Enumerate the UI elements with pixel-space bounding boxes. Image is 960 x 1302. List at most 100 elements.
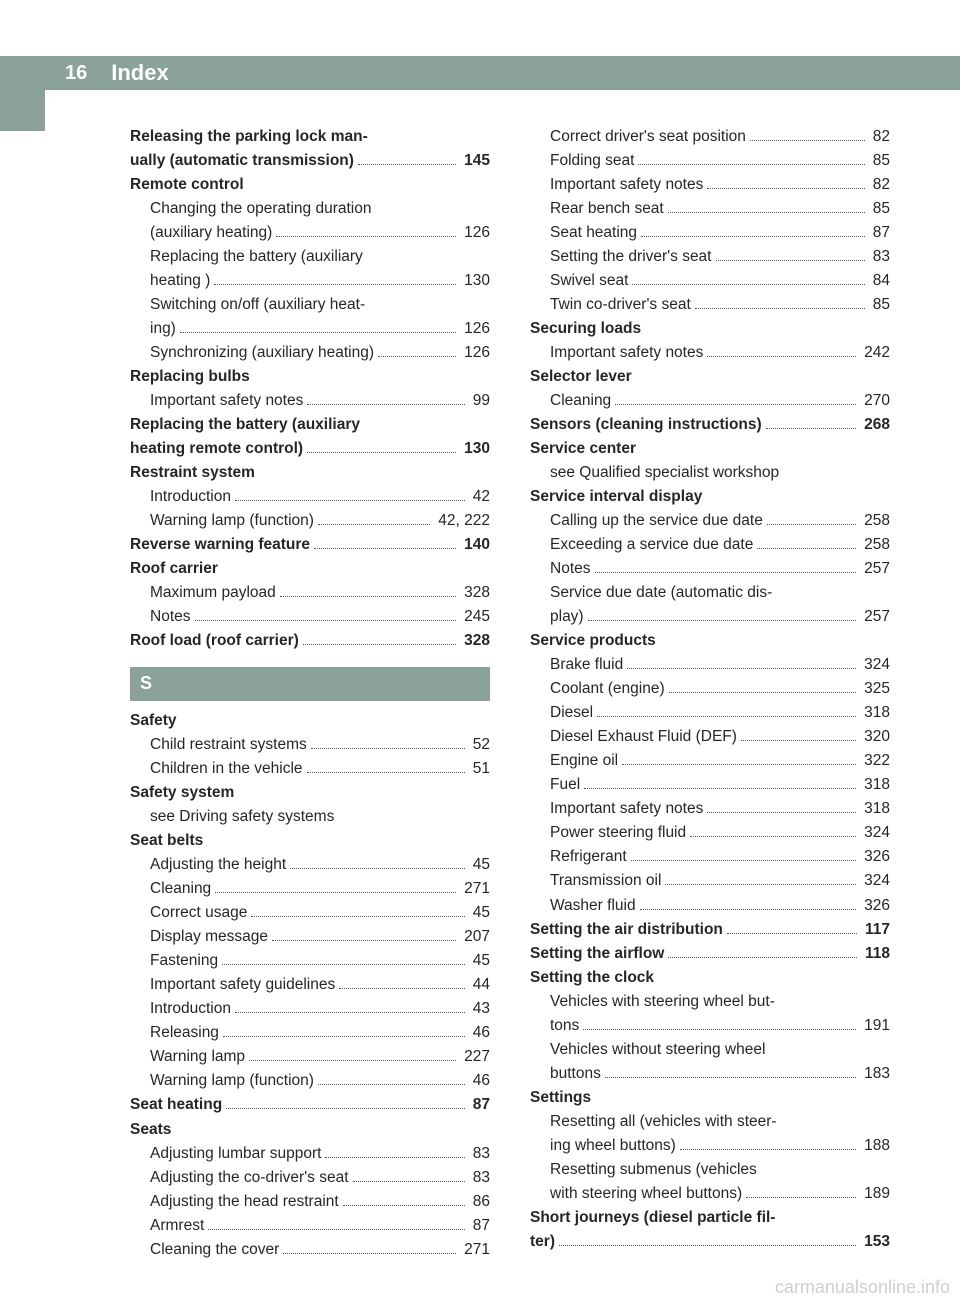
dot-leader [272, 927, 456, 941]
index-entry-page: 130 [460, 269, 490, 293]
index-entry: Armrest 87 [130, 1214, 490, 1238]
index-heading: Replacing bulbs [130, 365, 490, 389]
dot-leader [716, 247, 865, 261]
index-entry-page: 51 [469, 757, 490, 781]
dot-leader [314, 535, 456, 549]
index-entry-page: 82 [869, 125, 890, 149]
index-entry-label: Power steering fluid [550, 821, 686, 845]
dot-leader [307, 759, 465, 773]
index-entry-label: Correct driver's seat position [550, 125, 746, 149]
index-entry: Sensors (cleaning instructions) 268 [530, 413, 890, 437]
index-entry-page: 82 [869, 173, 890, 197]
index-entry-label: Important safety notes [550, 341, 703, 365]
dot-leader [195, 607, 457, 621]
index-entry-page: 324 [860, 869, 890, 893]
index-entry-page: 257 [860, 605, 890, 629]
index-entry: Diesel 318 [530, 701, 890, 725]
dot-leader [318, 511, 430, 525]
dot-leader [251, 903, 464, 917]
index-entry-label: Adjusting the height [150, 853, 286, 877]
index-entry-page: 45 [469, 949, 490, 973]
index-entry-label: Adjusting the co-driver's seat [150, 1166, 349, 1190]
index-line: Replacing the battery (auxiliary [130, 413, 490, 437]
index-entry-page: 324 [860, 821, 890, 845]
index-entry-page: 86 [469, 1190, 490, 1214]
index-entry-label: Transmission oil [550, 869, 661, 893]
index-entry-page: 118 [861, 942, 890, 966]
index-entry-label: Setting the driver's seat [550, 245, 712, 269]
dot-leader [226, 1096, 465, 1110]
index-entry: heating remote control) 130 [130, 437, 490, 461]
index-line: Changing the operating duration [130, 197, 490, 221]
index-entry: Correct usage 45 [130, 901, 490, 925]
index-entry: Brake fluid 324 [530, 653, 890, 677]
index-entry-label: Warning lamp [150, 1045, 245, 1069]
dot-leader [641, 223, 865, 237]
index-entry-page: 318 [860, 773, 890, 797]
index-entry-page: 245 [460, 605, 490, 629]
index-entry-page: 325 [860, 677, 890, 701]
dot-leader [283, 1240, 456, 1254]
index-entry-label: Introduction [150, 997, 231, 1021]
index-heading: Selector lever [530, 365, 890, 389]
index-entry: Fuel 318 [530, 773, 890, 797]
index-entry-label: buttons [550, 1062, 601, 1086]
index-entry-page: 207 [460, 925, 490, 949]
dot-leader [695, 295, 865, 309]
index-heading: Seats [130, 1118, 490, 1142]
index-entry-label: Diesel Exhaust Fluid (DEF) [550, 725, 737, 749]
index-line: Short journeys (diesel particle fil- [530, 1206, 890, 1230]
dot-leader [669, 679, 857, 693]
dot-leader [588, 607, 857, 621]
index-entry-page: 270 [860, 389, 890, 413]
index-entry-label: Releasing [150, 1021, 219, 1045]
index-entry: Introduction 43 [130, 997, 490, 1021]
index-entry-page: 87 [469, 1093, 490, 1117]
dot-leader [767, 511, 856, 525]
index-heading: Setting the clock [530, 966, 890, 990]
index-entry-page: 52 [469, 733, 490, 757]
side-tab [0, 56, 45, 131]
index-entry-page: 326 [860, 894, 890, 918]
index-entry-label: Children in the vehicle [150, 757, 303, 781]
dot-leader [307, 391, 464, 405]
index-entry: ing wheel buttons) 188 [530, 1134, 890, 1158]
index-entry: Maximum payload 328 [130, 581, 490, 605]
dot-leader [208, 1216, 465, 1230]
index-entry: with steering wheel buttons) 189 [530, 1182, 890, 1206]
index-entry: Display message 207 [130, 925, 490, 949]
dot-leader [280, 583, 456, 597]
index-entry-page: 46 [469, 1069, 490, 1093]
index-entry-page: 85 [869, 197, 890, 221]
index-entry-page: 328 [460, 581, 490, 605]
index-entry-page: 84 [869, 269, 890, 293]
index-entry-page: 42, 222 [434, 509, 490, 533]
dot-leader [638, 151, 864, 165]
index-entry-label: Swivel seat [550, 269, 628, 293]
dot-leader [680, 1136, 856, 1150]
index-entry-label: Diesel [550, 701, 593, 725]
index-line: Resetting submenus (vehicles [530, 1158, 890, 1182]
index-entry-page: 117 [861, 918, 890, 942]
index-entry: Calling up the service due date 258 [530, 509, 890, 533]
index-entry-label: Fuel [550, 773, 580, 797]
dot-leader [605, 1064, 856, 1078]
index-entry: Reverse warning feature 140 [130, 533, 490, 557]
dot-leader [358, 151, 456, 165]
index-entry-label: Engine oil [550, 749, 618, 773]
index-entry: ter) 153 [530, 1230, 890, 1254]
index-entry-page: 99 [469, 389, 490, 413]
dot-leader [180, 319, 456, 333]
index-entry: Seat heating 87 [130, 1093, 490, 1117]
dot-leader [750, 127, 865, 141]
index-entry: play) 257 [530, 605, 890, 629]
dot-leader [584, 775, 856, 789]
section-heading: S [130, 667, 490, 701]
index-entry-label: Maximum payload [150, 581, 276, 605]
dot-leader [632, 271, 864, 285]
index-entry-page: 258 [860, 533, 890, 557]
index-heading: Settings [530, 1086, 890, 1110]
index-entry-page: 257 [860, 557, 890, 581]
index-entry-page: 43 [469, 997, 490, 1021]
index-entry: Warning lamp (function) 42, 222 [130, 509, 490, 533]
